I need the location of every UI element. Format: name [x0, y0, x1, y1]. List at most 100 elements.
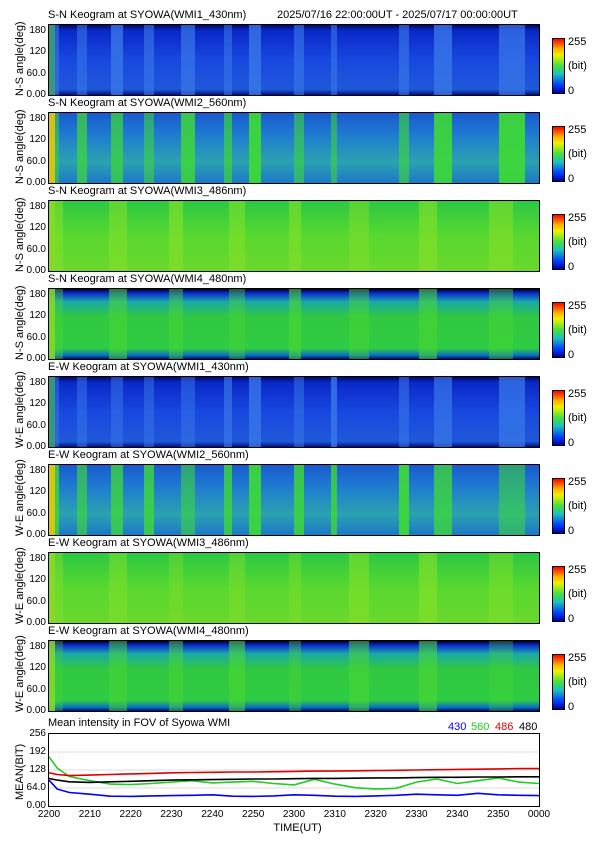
keogram-svg	[49, 377, 539, 447]
keogram-title: E-W Keogram at SYOWA(WMI4_480nm)	[48, 625, 249, 637]
colorbar-min-label: 0	[568, 437, 575, 449]
keogram-image	[48, 200, 540, 272]
keogram-svg	[49, 113, 539, 183]
keogram-ytick: 180	[29, 25, 46, 36]
colorbar-unit-label: (bit)	[568, 412, 587, 424]
colorbar-min-label: 0	[568, 85, 575, 97]
colorbar-max-label: 255	[568, 300, 587, 312]
colorbar-max-label: 255	[568, 564, 587, 576]
keogram-ylabel: N-S angle(deg)	[14, 21, 26, 96]
keogram-ylabel: W-E angle(deg)	[14, 371, 26, 448]
keogram-ytick: 60.0	[26, 155, 46, 167]
colorbar	[552, 302, 565, 358]
series-line-430	[49, 779, 539, 798]
keogram-ytick: 60.0	[26, 419, 46, 431]
colorbar-unit-label: (bit)	[568, 676, 587, 688]
line-xtick: 0000	[527, 809, 551, 820]
keogram-title: E-W Keogram at SYOWA(WMI3_486nm)	[48, 537, 249, 549]
keogram-ytick: 120	[29, 310, 46, 322]
colorbar	[552, 566, 565, 622]
keogram-svg	[49, 25, 539, 95]
colorbar-min-label: 0	[568, 613, 575, 625]
colorbar	[552, 478, 565, 534]
keogram-svg	[49, 289, 539, 359]
colorbar-max-label: 255	[568, 388, 587, 400]
mean-intensity-chart	[48, 733, 540, 807]
keogram-image	[48, 552, 540, 624]
colorbar	[552, 214, 565, 270]
keogram-svg	[49, 465, 539, 535]
keogram-svg	[49, 201, 539, 271]
keogram-ytick: 0.00	[26, 705, 46, 716]
colorbar	[552, 38, 565, 94]
line-xtick: 2330	[405, 809, 428, 820]
line-xtick: 2300	[282, 809, 306, 820]
keogram-ytick: 120	[29, 486, 46, 498]
keogram-ytick: 180	[29, 465, 46, 476]
keogram-image	[48, 464, 540, 536]
colorbar-unit-label: (bit)	[568, 588, 587, 600]
keogram-ylabel: N-S angle(deg)	[14, 285, 26, 360]
keogram-image	[48, 24, 540, 96]
line-ytick: 256	[29, 728, 46, 739]
keogram-ytick: 0.00	[26, 177, 46, 188]
keogram-ytick: 180	[29, 201, 46, 212]
colorbar-min-label: 0	[568, 349, 575, 361]
line-xtick: 2240	[201, 809, 224, 820]
legend-560: 560	[471, 721, 490, 733]
keogram-ylabel: N-S angle(deg)	[14, 197, 26, 272]
line-xtick: 2340	[446, 809, 469, 820]
keogram-ytick: 120	[29, 574, 46, 586]
keogram-svg	[49, 553, 539, 623]
keogram-ytick: 60.0	[26, 331, 46, 343]
colorbar-unit-label: (bit)	[568, 500, 587, 512]
keogram-ytick: 180	[29, 553, 46, 564]
line-xtick: 2320	[364, 809, 387, 820]
keogram-ytick: 60.0	[26, 67, 46, 79]
line-ytick: 128	[29, 764, 46, 775]
keogram-ylabel: W-E angle(deg)	[14, 547, 26, 624]
keogram-title: E-W Keogram at SYOWA(WMI1_430nm)	[48, 361, 249, 373]
keogram-ytick: 180	[29, 113, 46, 124]
colorbar-min-label: 0	[568, 173, 575, 185]
keogram-ytick: 120	[29, 134, 46, 146]
colorbar-max-label: 255	[568, 476, 587, 488]
keogram-ylabel: W-E angle(deg)	[14, 459, 26, 536]
keogram-ytick: 60.0	[26, 507, 46, 519]
colorbar-unit-label: (bit)	[568, 236, 587, 248]
keogram-ytick: 0.00	[26, 529, 46, 540]
keogram-ytick: 60.0	[26, 595, 46, 607]
keogram-image	[48, 376, 540, 448]
line-chart-title: Mean intensity in FOV of Syowa WMI	[48, 717, 231, 729]
line-xtick: 2200	[37, 809, 61, 820]
keogram-ytick: 60.0	[26, 683, 46, 695]
line-xtick: 2220	[119, 809, 142, 820]
keogram-ytick: 180	[29, 641, 46, 652]
keogram-image	[48, 112, 540, 184]
colorbar-min-label: 0	[568, 525, 575, 537]
keogram-ytick: 0.00	[26, 353, 46, 364]
colorbar-unit-label: (bit)	[568, 324, 587, 336]
keogram-ylabel: W-E angle(deg)	[14, 635, 26, 712]
colorbar-unit-label: (bit)	[568, 148, 587, 160]
keogram-svg	[49, 641, 539, 711]
line-xtick: 2230	[160, 809, 183, 820]
line-chart-xlabel: TIME(UT)	[273, 822, 322, 834]
series-line-480	[49, 775, 539, 784]
line-xtick: 2350	[487, 809, 510, 820]
keogram-title: S-N Keogram at SYOWA(WMI1_430nm)	[48, 9, 247, 21]
legend-430: 430	[448, 721, 467, 733]
line-ytick: 64.0	[26, 782, 46, 793]
legend-486: 486	[495, 721, 514, 733]
keogram-ytick: 180	[29, 289, 46, 300]
line-xtick: 2210	[78, 809, 101, 820]
time-range-header: 2025/07/16 22:00:00UT - 2025/07/17 00:00…	[277, 9, 518, 21]
keogram-title: S-N Keogram at SYOWA(WMI2_560nm)	[48, 97, 247, 109]
series-line-560	[49, 756, 539, 790]
colorbar-max-label: 255	[568, 652, 587, 664]
colorbar	[552, 654, 565, 710]
mean-intensity-plot	[49, 751, 539, 798]
keogram-ytick: 0.00	[26, 89, 46, 100]
line-ytick: 0.00	[26, 800, 46, 811]
keogram-ytick: 120	[29, 46, 46, 58]
